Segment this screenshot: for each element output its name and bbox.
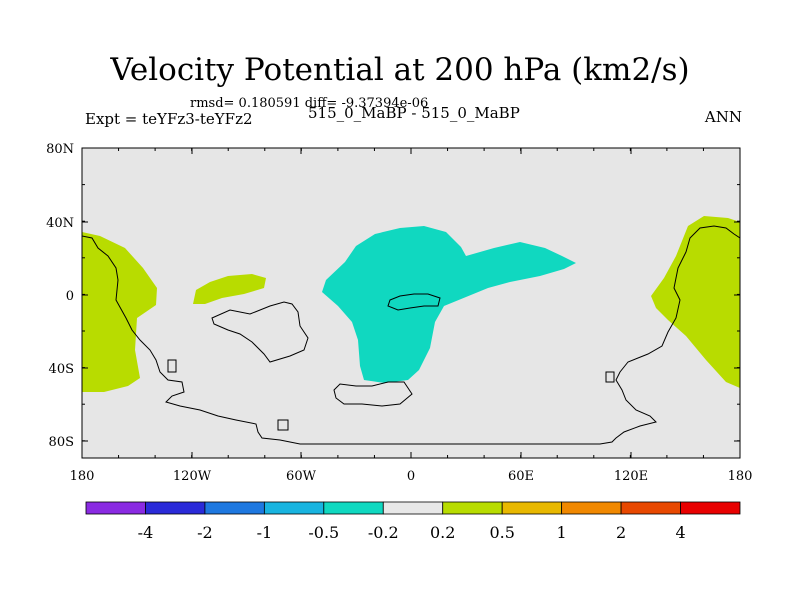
coast-antarctic-fragment	[333, 381, 413, 407]
lat-tick-label: 40N	[46, 216, 74, 231]
colorbar: -4 -2 -1 -0.5 -0.2 0.2 0.5 1 2 4	[85, 501, 741, 542]
colorbar-label: 4	[675, 523, 685, 542]
colorbar-label: 2	[616, 523, 626, 542]
colorbar-swatch	[323, 501, 384, 515]
lon-tick-label: 120W	[173, 469, 212, 484]
lat-tick-label: 80N	[46, 142, 74, 157]
lon-tick-label: 60W	[286, 469, 317, 484]
lon-tick-label: 60E	[508, 469, 534, 484]
negative-anomaly-indian-ocean	[322, 226, 576, 383]
colorbar-label: 1	[557, 523, 567, 542]
colorbar-swatch	[145, 501, 206, 515]
coastlines	[82, 225, 740, 445]
coast-small-island	[167, 359, 177, 373]
colorbar-label: 0.2	[430, 523, 455, 542]
colorbar-swatch	[442, 501, 503, 515]
stats-label: rmsd= 0.180591 diff= -9.37394e-06	[190, 96, 429, 111]
plot-title: Velocity Potential at 200 hPa (km2/s)	[110, 52, 690, 88]
lon-tick-label: 180	[70, 469, 95, 484]
tick-labels: 80N 40N 0 40S 80S 180 120W 60W 0 60E 120E 180	[46, 142, 752, 484]
lon-tick-label: 180	[728, 469, 753, 484]
colorbar-swatch	[263, 501, 325, 515]
colorbar-swatch	[501, 501, 563, 515]
lat-tick-label: 80S	[49, 435, 74, 450]
experiment-label: Expt = teYFz3-teYFz2	[85, 110, 253, 128]
lon-tick-label: 0	[407, 469, 415, 484]
coast-south-america	[211, 301, 309, 363]
coast-americas-west	[82, 225, 740, 445]
colorbar-label: -0.5	[308, 523, 339, 542]
positive-anomaly-atlantic	[193, 274, 266, 304]
colorbar-label: -0.2	[368, 523, 399, 542]
lat-tick-label: 40S	[49, 362, 74, 377]
colorbar-label: 0.5	[489, 523, 514, 542]
lon-tick-label: 120E	[614, 469, 648, 484]
coast-small-island-3	[605, 371, 615, 383]
positive-anomaly-east	[651, 216, 740, 388]
colorbar-label: -4	[138, 523, 154, 542]
season-label: ANN	[704, 108, 742, 126]
case-label: 515_0_MaBP - 515_0_MaBP	[308, 104, 520, 122]
tick-marks	[81, 147, 741, 458]
positive-anomaly-west	[82, 232, 157, 392]
coast-island-arc	[387, 293, 441, 311]
colorbar-swatch	[561, 501, 622, 515]
colorbar-swatch	[204, 501, 265, 515]
colorbar-swatch	[680, 501, 741, 515]
colorbar-label: -1	[257, 523, 273, 542]
colorbar-swatch	[85, 501, 146, 515]
lat-tick-label: 0	[66, 289, 74, 304]
contour-fill-layer	[82, 216, 740, 392]
colorbar-swatch	[620, 501, 681, 515]
colorbar-swatch	[382, 501, 444, 515]
coast-small-island-2	[277, 419, 289, 431]
colorbar-label: -2	[197, 523, 213, 542]
